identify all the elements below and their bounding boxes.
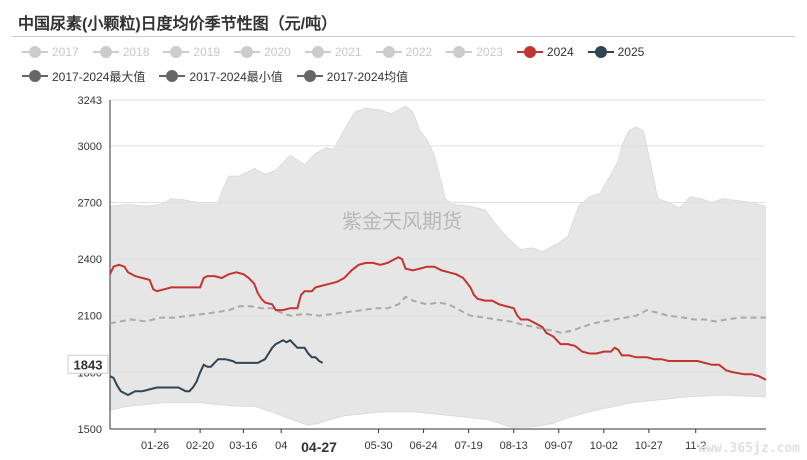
legend-marker-icon [296,70,323,82]
legend-label: 2024 [546,45,574,59]
legend-item-2017-2024最大值[interactable]: 2017-2024最大值 [22,68,145,85]
legend-marker-icon [234,46,261,58]
legend-label: 2022 [405,45,433,59]
legend-marker-icon [446,46,473,58]
x-tick-label-04: 04 [275,440,287,452]
legend-marker-icon [163,46,190,58]
legend-item-2017-2024均值[interactable]: 2017-2024均值 [296,68,409,85]
legend-label: 2025 [617,45,645,59]
legend-item-2021[interactable]: 2021 [304,45,362,59]
max-min-band [110,106,766,428]
legend: 2017 2018 2019 2020 2021 2022 2023 2024 2025 201… [22,40,792,88]
legend-label: 2023 [476,45,503,59]
series-line-mean [109,295,766,334]
legend-item-2023[interactable]: 2023 [446,45,503,59]
y-tick-label-3243: 3243 [78,95,102,107]
legend-label: 2019 [193,45,221,59]
y-tick-label-2400: 2400 [78,254,102,266]
x-tick-label-05-30: 05-30 [364,440,392,452]
legend-label: 2020 [264,45,291,59]
legend-row-2: 2017-2024最大值 2017-2024最小值 2017-2024均值 [22,64,792,88]
legend-label: 2017-2024最小值 [189,69,283,84]
legend-item-2018[interactable]: 2018 [92,45,150,59]
x-tick-label-10-02: 10-02 [590,440,618,452]
series-line-2024 [109,256,767,381]
legend-marker-icon [304,46,331,58]
legend-marker-icon [92,46,119,58]
legend-marker-icon [159,70,186,82]
series-line-min [109,394,767,428]
legend-item-2017-2024最小值[interactable]: 2017-2024最小值 [159,68,283,85]
legend-label: 2017 [52,45,79,59]
x-tick-label-06-24: 06-24 [410,440,438,452]
legend-marker-icon [22,70,48,82]
legend-item-2019[interactable]: 2019 [163,45,220,59]
legend-item-2020[interactable]: 2020 [234,45,291,59]
x-tick-label-10-27: 10-27 [635,440,663,452]
x-tick-label-02-20: 02-20 [186,440,214,452]
x-tick-label-01-26: 01-26 [141,440,169,452]
legend-marker-icon [375,46,402,58]
y-tick-label-2700: 2700 [78,197,102,209]
series-line-max [109,105,767,253]
y-tick-label-1500: 1500 [78,424,102,436]
x-tick-label-03-16: 03-16 [229,440,257,452]
site-watermark: www.365jz.com [698,441,800,456]
x-pointer-box [295,435,344,455]
series-line-2025 [109,339,324,397]
legend-marker-icon [22,46,48,58]
y-pointer-box [67,354,109,374]
legend-label: 2017-2024最大值 [52,69,146,84]
legend-item-2025[interactable]: 2025 [587,45,645,59]
legend-label: 2017-2024均值 [326,69,409,84]
x-pointer-label: 04-27 [301,439,337,455]
title-divider [12,36,795,37]
legend-marker-icon [587,46,614,58]
watermark: 紫金天风期货 [342,209,462,233]
legend-item-2022[interactable]: 2022 [375,45,433,59]
y-pointer-label: 1843 [74,357,103,372]
y-tick-label-2100: 2100 [78,311,102,323]
x-tick-label-09-07: 09-07 [545,440,573,452]
legend-marker-icon [516,46,543,58]
legend-item-2024[interactable]: 2024 [516,45,574,59]
legend-label: 2021 [334,45,362,59]
x-tick-label-08-13: 08-13 [500,440,528,452]
legend-label: 2018 [122,45,150,59]
x-tick-label-07-19: 07-19 [455,440,483,452]
legend-item-2017[interactable]: 2017 [22,45,79,59]
y-tick-label-3000: 3000 [78,141,102,153]
chart-title: 中国尿素(小颗粒)日度均价季节性图（元/吨） [18,16,338,33]
x-tick-label-11-2: 11-2 [685,440,706,452]
legend-row-1: 2017 2018 2019 2020 2021 2022 2023 2024 2025 [22,40,792,64]
